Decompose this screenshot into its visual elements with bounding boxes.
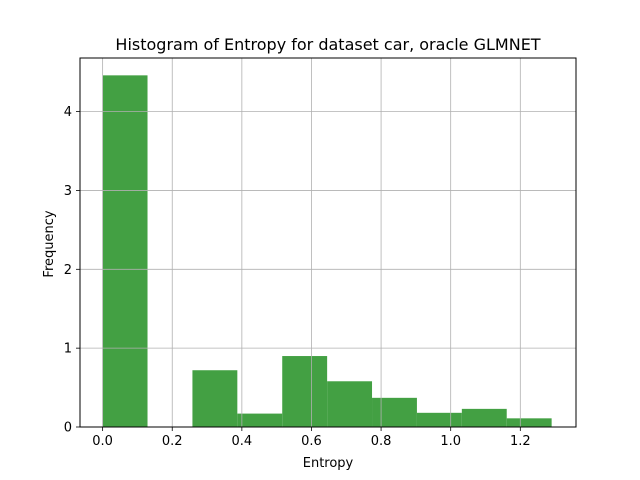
histogram-bars bbox=[102, 75, 552, 427]
y-tick-label-4: 4 bbox=[64, 105, 72, 120]
histogram-bar-2 bbox=[192, 370, 238, 427]
histogram-bar-4 bbox=[282, 356, 328, 427]
grid-lines bbox=[80, 58, 576, 428]
y-axis-label: Frequency bbox=[42, 210, 57, 277]
y-tick-label-3: 3 bbox=[64, 184, 72, 199]
x-tick-label-1: 0.2 bbox=[162, 434, 183, 449]
histogram-bar-5 bbox=[327, 381, 373, 427]
histogram-bar-6 bbox=[372, 397, 417, 427]
x-tick-label-3: 0.6 bbox=[301, 434, 322, 449]
histogram-bar-7 bbox=[416, 412, 462, 427]
x-tick-label-4: 0.8 bbox=[371, 434, 392, 449]
y-tick-label-2: 2 bbox=[64, 263, 72, 278]
histogram-bar-8 bbox=[461, 408, 507, 427]
chart-title: Histogram of Entropy for dataset car, or… bbox=[115, 35, 540, 54]
histogram-bar-3 bbox=[237, 413, 283, 427]
histogram-bar-9 bbox=[506, 418, 552, 427]
plot-frame bbox=[79, 57, 577, 428]
x-axis-label: Entropy bbox=[303, 456, 354, 471]
x-tick-label-0: 0.0 bbox=[92, 434, 113, 449]
y-tick-label-1: 1 bbox=[64, 342, 72, 357]
x-tick-label-2: 0.4 bbox=[232, 434, 253, 449]
y-tick-label-0: 0 bbox=[64, 421, 72, 436]
y-axis-ticks: 0 1 2 3 4 bbox=[64, 105, 80, 436]
x-tick-label-5: 1.0 bbox=[440, 434, 461, 449]
x-tick-label-6: 1.2 bbox=[510, 434, 531, 449]
x-axis-ticks: 0.0 0.2 0.4 0.6 0.8 1.0 1.2 bbox=[92, 427, 531, 449]
histogram-bar-0 bbox=[102, 75, 148, 427]
